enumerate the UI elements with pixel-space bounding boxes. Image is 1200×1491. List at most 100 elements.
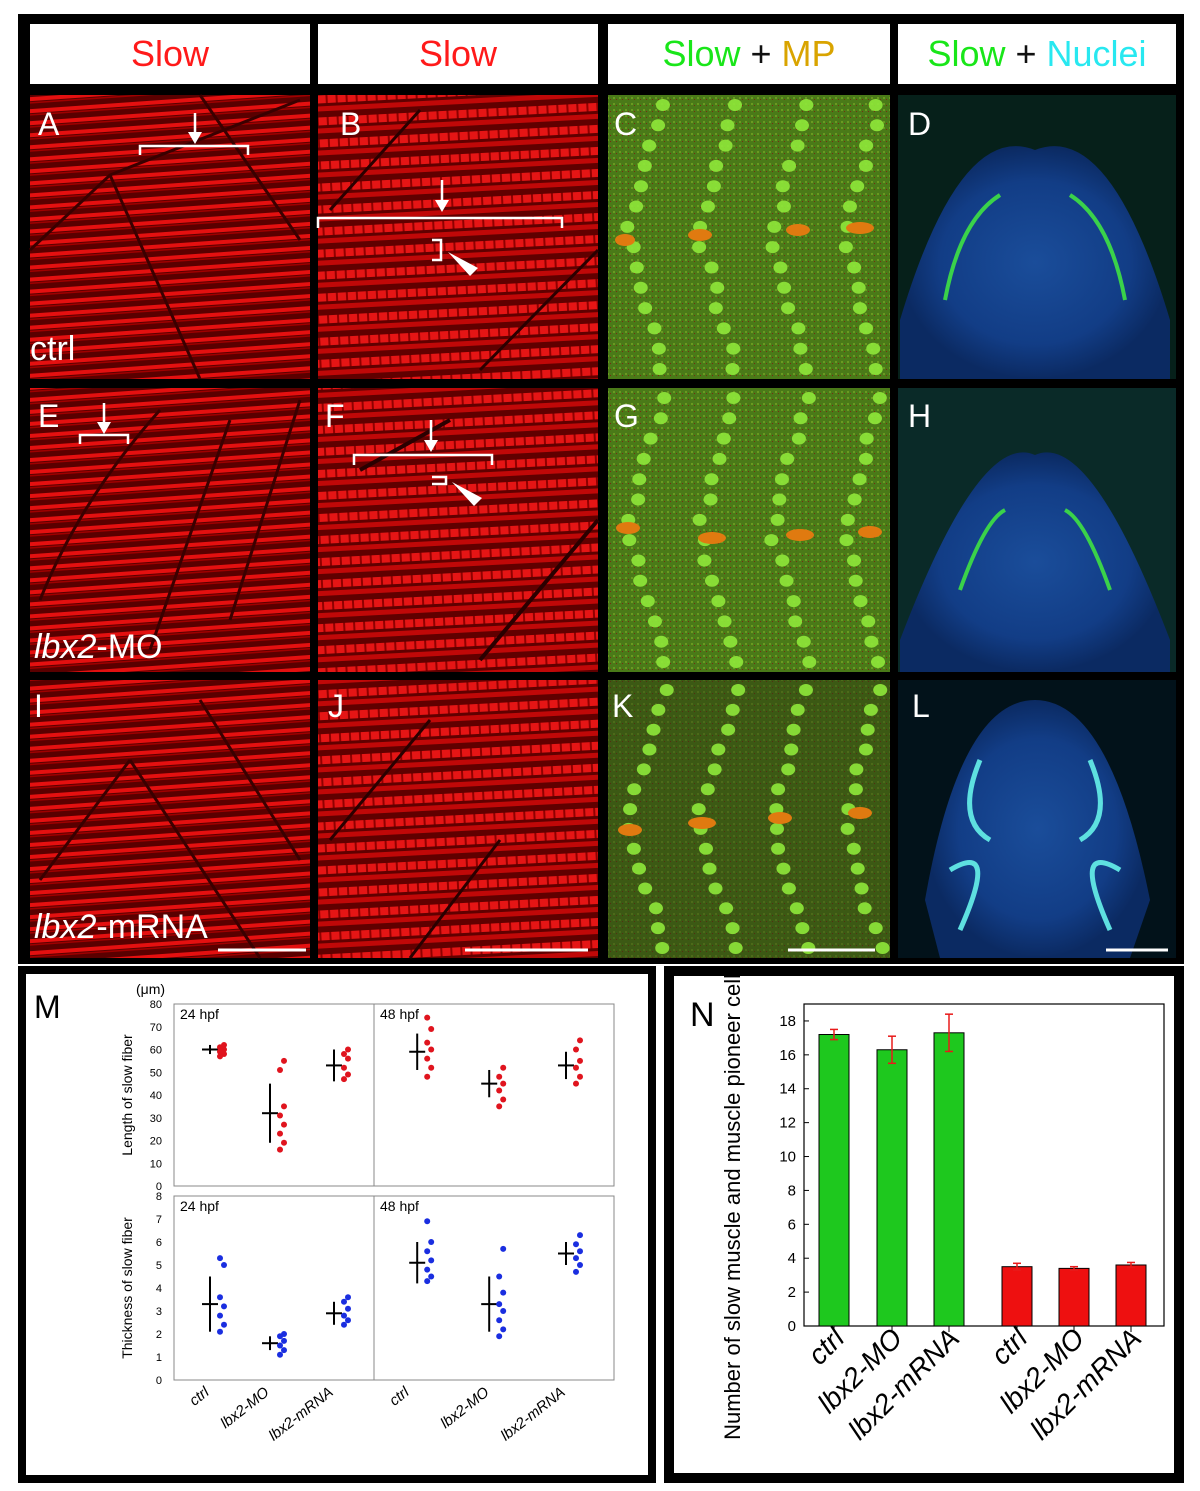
bar xyxy=(1001,1266,1033,1327)
x-axis-label: lbx2-mRNA xyxy=(498,1384,569,1445)
nucleus xyxy=(720,119,735,132)
y-tick-label: 10 xyxy=(779,1149,796,1166)
nucleus xyxy=(691,803,706,816)
nucleus xyxy=(692,241,707,254)
data-point xyxy=(341,1298,347,1305)
panel-letter-j: J xyxy=(328,688,344,724)
nucleus xyxy=(776,862,791,875)
tick-label: 30 xyxy=(150,1113,162,1125)
nucleus xyxy=(769,822,784,835)
nucleus xyxy=(631,554,646,567)
plot-area xyxy=(803,1003,1165,1327)
nucleus xyxy=(710,281,725,294)
tick-label: 0 xyxy=(156,1181,162,1193)
data-point xyxy=(424,1266,431,1273)
nucleus xyxy=(868,99,883,111)
header-slow-nuclei: Slow + Nuclei xyxy=(898,24,1176,84)
data-point xyxy=(217,1255,223,1262)
nucleus xyxy=(692,513,707,526)
nucleus xyxy=(726,392,741,404)
data-point xyxy=(577,1073,583,1080)
nucleus xyxy=(709,159,724,172)
data-point xyxy=(573,1255,579,1262)
nucleus xyxy=(873,684,888,696)
nucleus xyxy=(712,452,727,465)
nucleus xyxy=(847,493,862,506)
nucleus xyxy=(642,139,657,152)
data-point xyxy=(577,1232,583,1239)
plot-box-length-24 xyxy=(173,1003,375,1187)
nucleus xyxy=(771,783,786,796)
nucleus xyxy=(629,261,644,274)
nucleus xyxy=(791,432,806,445)
nucleus xyxy=(723,635,738,648)
data-point xyxy=(428,1239,435,1245)
nucleus xyxy=(858,452,873,465)
data-point xyxy=(345,1046,351,1053)
y-tick-label: 16 xyxy=(779,1047,796,1064)
nucleus xyxy=(780,452,795,465)
nucleus xyxy=(786,723,801,736)
nucleus xyxy=(784,743,799,756)
nucleus xyxy=(648,902,663,915)
nucleus xyxy=(640,595,655,608)
data-point xyxy=(277,1112,283,1119)
tick-label: 40 xyxy=(150,1090,162,1102)
data-point xyxy=(277,1146,283,1153)
nucleus xyxy=(632,862,647,875)
data-point xyxy=(573,1046,579,1053)
tick-label: 1 xyxy=(156,1352,162,1364)
nucleus xyxy=(854,882,869,895)
data-point xyxy=(500,1096,507,1103)
nucleus xyxy=(852,302,867,315)
nucleus xyxy=(623,803,638,816)
stage-label: 24 hpf xyxy=(180,1198,219,1214)
nucleus xyxy=(781,882,796,895)
nucleus xyxy=(656,656,671,668)
nucleus xyxy=(774,473,789,486)
data-point xyxy=(428,1064,435,1071)
nucleus xyxy=(850,180,865,193)
x-axis-label: lbx2-MO xyxy=(437,1384,492,1432)
nucleus xyxy=(842,200,857,213)
nucleus xyxy=(779,574,794,587)
x-tick-label: ctrl xyxy=(802,1322,851,1371)
data-point xyxy=(341,1312,347,1319)
data-point xyxy=(573,1241,579,1248)
nucleus xyxy=(626,842,641,855)
nucleus xyxy=(851,281,866,294)
nucleus xyxy=(711,595,726,608)
x-axis-label: lbx2-mRNA xyxy=(266,1384,337,1445)
nucleus xyxy=(652,363,667,375)
nucleus xyxy=(764,534,779,547)
panel-letter-b: B xyxy=(340,106,362,142)
nucleus xyxy=(765,241,780,254)
nucleus xyxy=(860,723,875,736)
nucleus xyxy=(776,200,791,213)
tick-label: 6 xyxy=(156,1237,162,1249)
data-point xyxy=(500,1326,507,1333)
condition-lbx2-mo: lbx2-MO xyxy=(34,628,163,666)
nucleus xyxy=(697,554,712,567)
x-axis-label: ctrl xyxy=(386,1383,413,1409)
data-point xyxy=(500,1064,507,1071)
panel-letter-k: K xyxy=(612,688,634,724)
nucleus xyxy=(858,743,873,756)
nucleus xyxy=(773,261,788,274)
data-point xyxy=(428,1046,435,1053)
nucleus xyxy=(840,822,855,835)
nucleus xyxy=(770,513,785,526)
nucleus xyxy=(795,119,810,132)
panel-letter-l: L xyxy=(912,688,930,724)
nucleus xyxy=(793,412,808,425)
nucleus xyxy=(799,99,814,111)
y-tick-label: 18 xyxy=(779,1013,796,1030)
nucleus xyxy=(791,322,806,335)
nucleus xyxy=(801,942,816,954)
nucleus xyxy=(726,342,741,355)
nucleus xyxy=(650,922,665,935)
header-part: Slow xyxy=(418,33,498,74)
bar xyxy=(933,1032,965,1327)
nucleus xyxy=(796,635,811,648)
